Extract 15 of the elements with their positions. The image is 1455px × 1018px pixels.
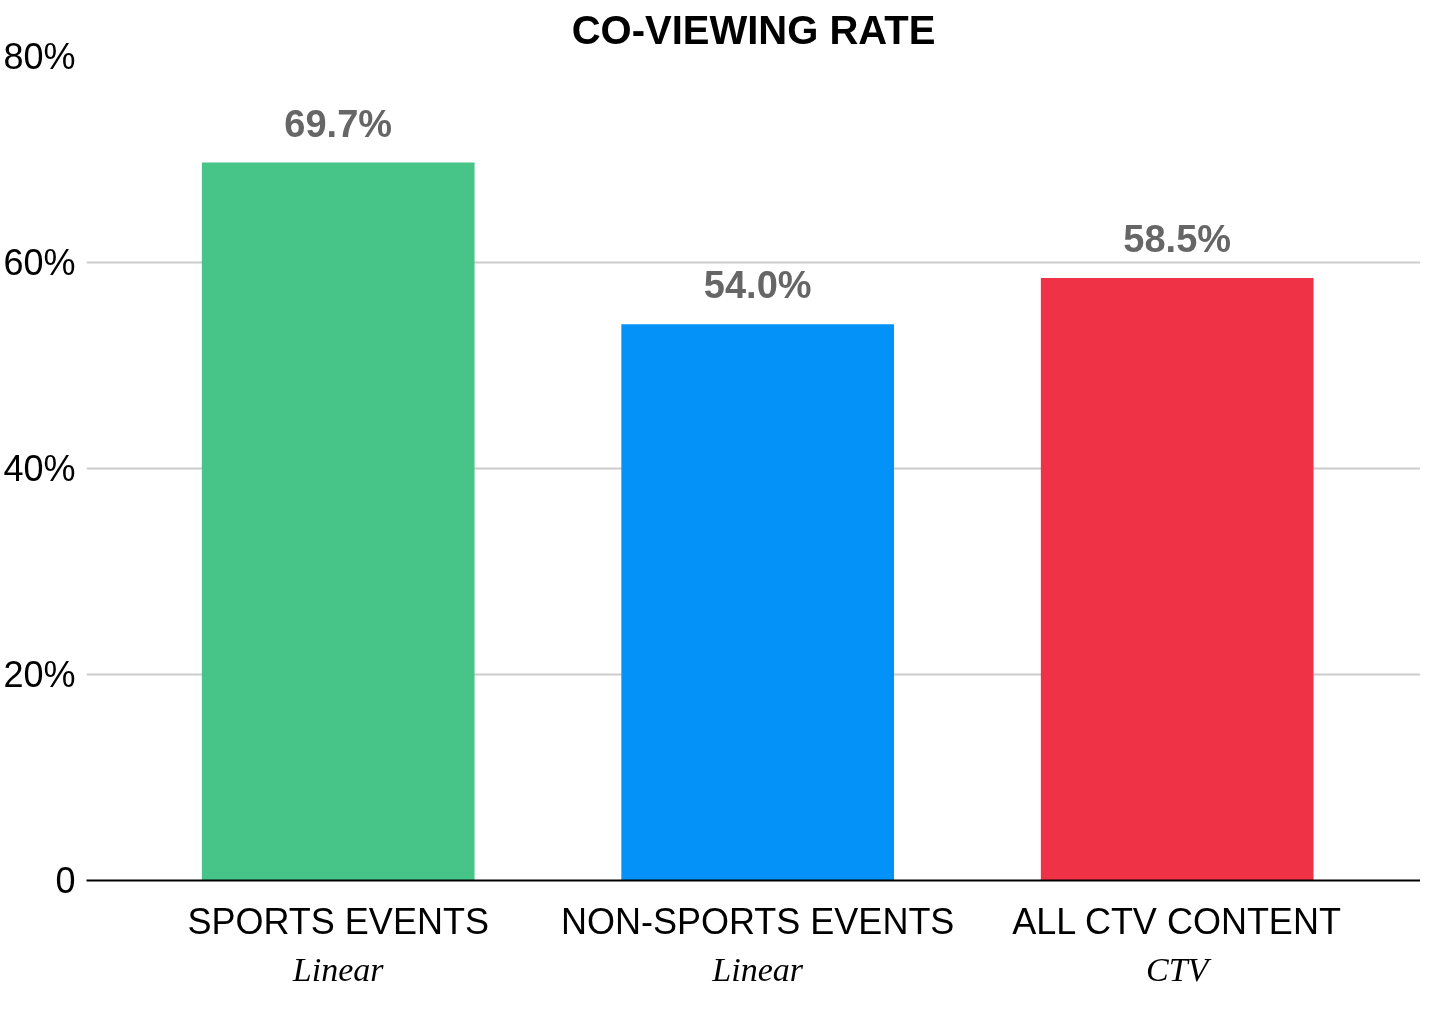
bar: [201, 162, 475, 881]
y-tick-label: 40%: [3, 448, 76, 489]
y-tick-label: 80%: [3, 36, 76, 77]
category-label: ALL CTV CONTENT CTV: [1012, 900, 1341, 988]
data-label: 54.0%: [703, 264, 812, 307]
category-label: NON-SPORTS EVENTS Linear: [561, 900, 955, 988]
data-label: 58.5%: [1123, 217, 1232, 260]
category-label: SPORTS EVENTS Linear: [187, 900, 489, 988]
y-tick-label: 60%: [3, 242, 76, 283]
y-tick-label: 20%: [3, 654, 76, 695]
data-label: 69.7%: [284, 102, 393, 145]
bar: [621, 324, 895, 881]
chart-title: CO-VIEWING RATE: [571, 7, 936, 52]
bar: [1040, 277, 1314, 881]
y-tick-label: 0: [55, 860, 76, 901]
